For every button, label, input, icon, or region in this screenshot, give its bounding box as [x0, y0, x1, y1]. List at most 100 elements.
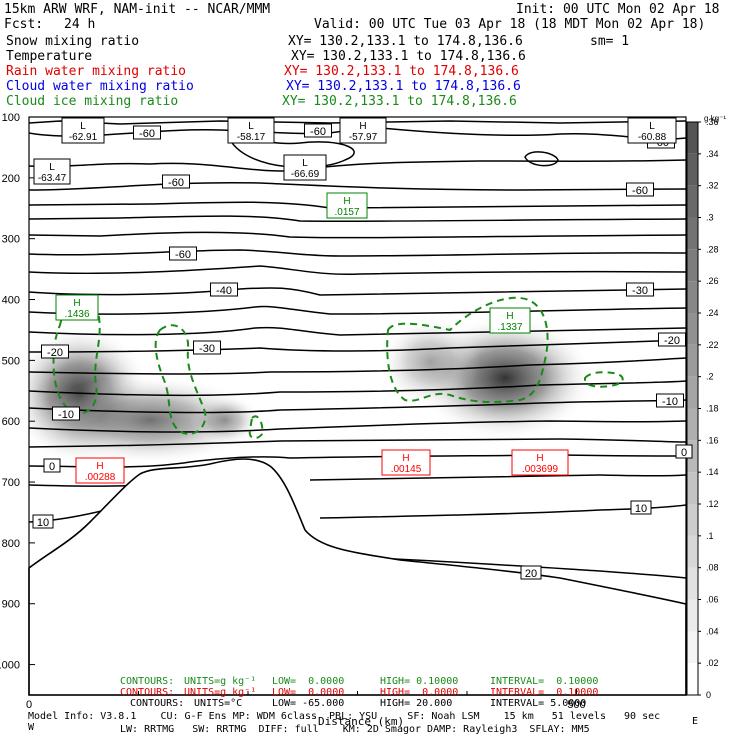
y-tick-label: 900	[2, 599, 20, 611]
isotherm	[29, 399, 686, 414]
extremum-box	[326, 192, 368, 219]
extremum-value: .0157	[334, 207, 359, 218]
y-axis: 100 200 300 400 500 600 700 800 900 1000	[0, 112, 35, 672]
colorbar-tick-label: .32	[706, 181, 719, 191]
colorbar-tick-label: .3	[706, 213, 714, 223]
extremum-value: -66.69	[291, 169, 320, 180]
temperature-label-box	[626, 182, 654, 197]
extremum-kind: H	[96, 461, 103, 472]
colorbar-tick-label: .06	[706, 595, 719, 605]
field-name: Rain water mixing ratio	[6, 64, 187, 79]
colorbar-segment	[687, 504, 698, 536]
contour-info-label: CONTOURS:	[120, 676, 175, 687]
forecast-label: Fcst:	[4, 17, 44, 32]
temperature-label: 0	[681, 447, 687, 459]
x-tick-label: 0	[26, 699, 32, 711]
extremum-value: -63.47	[38, 173, 67, 184]
snow-area	[190, 395, 260, 445]
field-name: Cloud ice mixing ratio	[6, 94, 179, 109]
temperature-label-box	[304, 123, 332, 138]
isotherm	[29, 287, 686, 296]
extrema-labels: L-62.91L-58.17H-57.97L-60.88L-63.47L-66.…	[33, 117, 677, 484]
temperature-label: 20	[525, 568, 537, 580]
extremum-box	[75, 457, 125, 484]
temperature-label: -30	[199, 343, 215, 355]
contour-info-interval: INTERVAL= 0.10000	[490, 676, 599, 687]
isotherm	[29, 265, 686, 276]
field-xy: XY= 130.2,133.1 to 174.8,136.6	[284, 64, 519, 79]
isotherm	[29, 420, 686, 433]
colorbar-tick-label: .1	[706, 531, 714, 541]
temperature-label: 0	[49, 461, 55, 473]
colorbar-tick-label: .08	[706, 563, 719, 573]
extremum-value: .003699	[522, 464, 559, 475]
field-xy: XY= 130.2,133.1 to 174.8,136.6	[291, 49, 526, 64]
contour-info-high: HIGH= 20.000	[380, 698, 453, 709]
isotherm	[29, 380, 686, 397]
temperature-label-box	[43, 458, 61, 473]
temperature-label: -30	[632, 285, 648, 297]
colorbar-tick-label: .02	[706, 658, 719, 668]
temperature-label-box	[658, 332, 686, 347]
contour-info-interval: INTERVAL= 5.0000	[490, 698, 587, 709]
extremum-kind: L	[49, 162, 55, 173]
field-name: Snow mixing ratio	[6, 34, 140, 49]
extremum-value: -57.97	[349, 132, 378, 143]
x-tick-label: 500	[567, 699, 585, 711]
temperature-label: -60	[310, 126, 326, 138]
contour-info-low: LOW= -65.000	[272, 698, 345, 709]
colorbar-unit: g kg⁻¹	[704, 114, 726, 123]
snow-area	[380, 317, 480, 407]
colorbar-segment	[687, 344, 698, 377]
extremum-box	[489, 307, 531, 334]
model-info-line-2: LW: RRTMG SW: RRTMG DIFF: full KM: 2D Sm…	[120, 724, 590, 735]
temperature-label-box	[210, 282, 238, 297]
extremum-box	[339, 117, 387, 144]
extremum-kind: L	[302, 158, 308, 169]
colorbar-segment	[687, 313, 698, 345]
colorbar-tick-label: .2	[706, 372, 714, 382]
isotherm	[29, 249, 686, 257]
temperature-label-box	[626, 282, 654, 297]
east-label: E	[692, 716, 699, 727]
extremum-value: .00288	[85, 472, 116, 483]
extremum-kind: L	[248, 121, 254, 132]
isotherm	[29, 357, 686, 375]
y-tick-label: 800	[2, 538, 20, 550]
temperature-label: -60	[139, 128, 155, 140]
field-name: Temperature	[6, 49, 93, 64]
extremum-kind: H	[359, 121, 366, 132]
colorbar-segment	[687, 535, 698, 568]
colorbar-tick-label: .12	[706, 499, 719, 509]
extremum-value: -60.88	[638, 132, 667, 143]
contour-info-high: HIGH= 0.10000	[380, 676, 459, 687]
ice-contour	[248, 415, 264, 440]
terrain-profile	[28, 458, 687, 696]
colorbar-tick-label: 0	[706, 690, 711, 700]
isotherm	[29, 181, 686, 191]
colorbar-tick-label: .22	[706, 340, 719, 350]
isotherm	[29, 215, 686, 223]
colorbar-segment	[687, 249, 698, 282]
colorbar-segment	[687, 122, 698, 154]
ice-contour	[154, 324, 207, 435]
y-tick-label: 400	[2, 295, 20, 307]
west-label: W	[28, 722, 35, 733]
y-tick-label: 100	[2, 112, 20, 124]
colorbar-segment	[687, 281, 698, 313]
x-axis: 0 500	[26, 689, 586, 711]
extremum-kind: H	[402, 453, 409, 464]
colorbar-segment	[687, 599, 698, 632]
extremum-box	[55, 294, 99, 321]
field-xy: XY= 130.2,133.1 to 174.8,136.6	[282, 94, 517, 109]
temperature-label: -10	[662, 396, 678, 408]
colorbar-segment	[687, 631, 698, 664]
y-tick-label: 300	[2, 234, 20, 246]
temperature-label-box	[520, 565, 542, 580]
extremum-box	[283, 154, 327, 181]
isotherm	[29, 454, 686, 468]
y-tick-label: 500	[2, 355, 20, 367]
extremum-kind: H	[506, 311, 513, 322]
field-name: Cloud water mixing ratio	[6, 79, 194, 94]
